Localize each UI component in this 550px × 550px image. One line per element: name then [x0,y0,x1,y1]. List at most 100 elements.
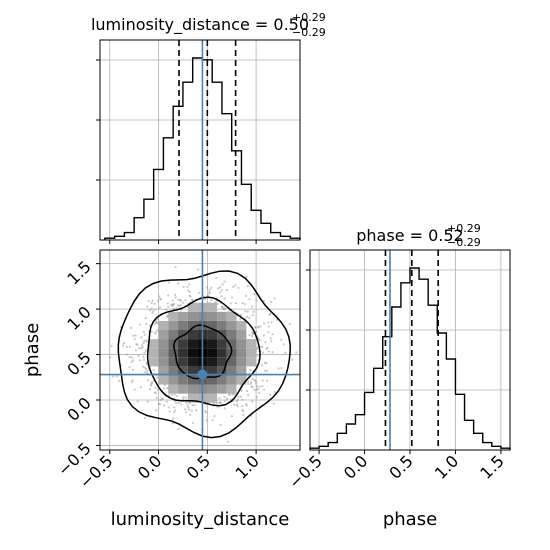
sample-point [168,410,171,413]
sample-point [157,402,160,405]
title-minus: −0.29 [292,26,326,39]
density-cell [178,366,188,376]
contour-line [173,324,233,380]
sample-point [117,379,121,383]
sample-point [249,382,252,385]
sample-point [188,290,192,294]
sample-point [270,300,273,303]
sample-point [266,346,269,349]
sample-point [239,318,242,321]
sample-point [239,395,243,398]
sample-point [125,345,128,349]
sample-point [143,333,146,336]
sample-point [122,342,126,345]
density-cell [207,330,218,340]
density-cell [158,320,169,330]
sample-point [241,408,244,411]
sample-point [152,310,155,313]
x-tick-label: 0.0 [340,451,371,482]
sample-point [251,314,254,317]
sample-point [172,307,175,311]
density-cell [158,375,169,385]
sample-point [144,367,148,371]
sample-point [139,346,143,350]
sample-point [170,393,173,396]
density-cell [226,375,237,385]
sample-point [250,385,253,388]
sample-point [211,419,214,422]
density-cell [217,339,227,349]
sample-point [174,265,177,269]
sample-point [280,367,283,370]
sample-point [111,375,115,378]
sample-point [177,298,180,301]
sample-point [171,422,174,425]
sample-point [137,347,141,350]
sample-point [134,349,138,352]
sample-point [188,294,191,297]
sample-point [262,334,265,337]
sample-point [128,366,131,369]
sample-point [132,368,135,371]
sample-point [175,307,178,310]
sample-point [159,399,162,402]
sample-point [151,311,154,315]
sample-point [184,299,187,302]
sample-point [109,356,112,359]
sample-point [218,286,222,289]
sample-point [179,402,183,406]
sample-point [267,331,270,334]
sample-point [223,395,226,398]
sample-point [163,404,166,407]
sample-point [223,400,227,403]
title-luminosity-distance: luminosity_distance = 0.50 [91,15,309,35]
sample-point [150,307,153,310]
density-cell [226,384,237,394]
density-cell [187,330,198,340]
sample-point [280,338,283,341]
density-cell [236,357,247,367]
sample-point [145,361,148,365]
sample-point [266,379,269,382]
sample-point [147,299,150,303]
density-cell [158,330,169,340]
sample-point [154,322,157,325]
sample-point [246,380,250,383]
sample-point [197,268,200,271]
density-cell [226,357,237,367]
y-tick-label: 1.5 [63,257,94,288]
density-cell [236,375,247,385]
sample-point [244,294,248,298]
sample-point [170,303,173,306]
sample-point [177,428,180,431]
density-cell [236,348,247,358]
sample-point [166,302,170,305]
sample-point [177,401,180,404]
sample-point [282,343,285,346]
density-cell [217,357,227,367]
sample-point [246,310,249,313]
density-cell [187,311,198,321]
x-tick-label: 1.0 [431,451,462,482]
sample-point [215,300,218,303]
sample-point [185,401,188,404]
sample-point [252,310,255,313]
sample-point [156,300,160,303]
sample-point [217,287,220,290]
sample-point [133,338,136,341]
y-tick-label: 0.5 [63,348,94,379]
sample-point [221,283,224,286]
sample-point [260,364,264,367]
density-cell [168,330,179,340]
sample-point [219,291,222,294]
sample-point [253,293,256,296]
density-cell [226,320,237,330]
sample-point [277,367,280,370]
title-plus: +0.29 [292,11,326,24]
sample-point [174,409,177,412]
sample-point [130,360,133,363]
density-cell [217,366,227,376]
sample-point [177,282,180,285]
sample-point [145,322,148,326]
